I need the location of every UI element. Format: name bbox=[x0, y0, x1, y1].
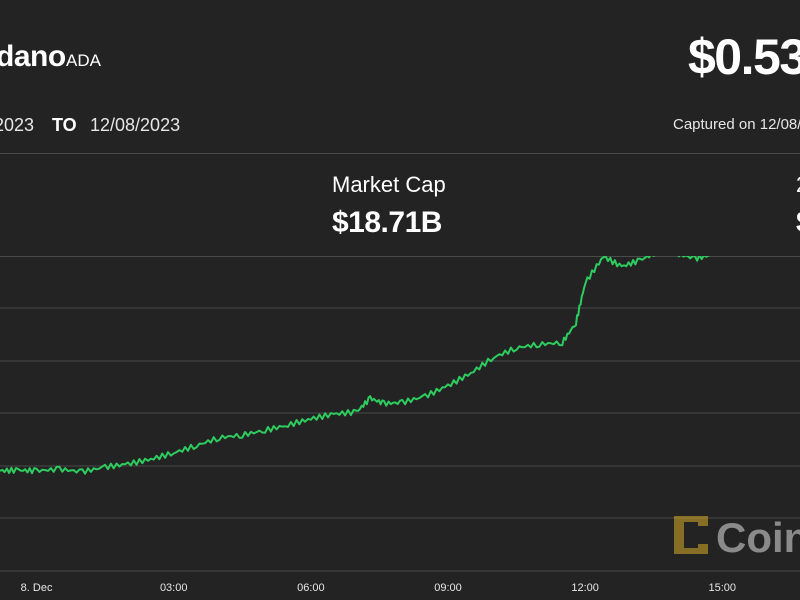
chart-gridlines bbox=[0, 307, 800, 572]
x-tick-label: 09:00 bbox=[434, 582, 462, 594]
x-tick-label: 8. Dec bbox=[21, 582, 53, 594]
divider-bottom bbox=[0, 256, 800, 257]
coindesk-watermark: Coin bbox=[668, 512, 800, 562]
right-stat-label: 2 bbox=[796, 172, 800, 198]
date-range-separator: TO bbox=[52, 115, 77, 135]
date-range-start: 2023 bbox=[0, 115, 35, 135]
x-tick-label: 06:00 bbox=[297, 582, 325, 594]
date-range-end: 12/08/2023 bbox=[90, 115, 181, 135]
price-line bbox=[0, 256, 710, 475]
captured-on-text: Captured on 12/08/ bbox=[673, 116, 800, 133]
watermark-text: Coin bbox=[716, 514, 800, 561]
x-tick-label: 15:00 bbox=[709, 582, 737, 594]
x-tick-label: 03:00 bbox=[160, 582, 188, 594]
coindesk-logo-icon bbox=[674, 516, 708, 554]
x-axis-ticks: 8. Dec 03:00 06:00 09:00 12:00 15:00 bbox=[21, 582, 736, 594]
divider-top bbox=[0, 153, 800, 154]
price-chart: 8. Dec 03:00 06:00 09:00 12:00 15:00 bbox=[0, 256, 800, 594]
right-stat-value: $ bbox=[796, 206, 800, 240]
market-cap-value: $18.71B bbox=[332, 206, 442, 239]
asset-ticker: ADA bbox=[66, 51, 101, 70]
current-price: $0.53 bbox=[688, 29, 800, 85]
asset-name: dano bbox=[0, 40, 66, 73]
market-cap-label: Market Cap bbox=[332, 172, 446, 197]
x-tick-label: 12:00 bbox=[571, 582, 599, 594]
